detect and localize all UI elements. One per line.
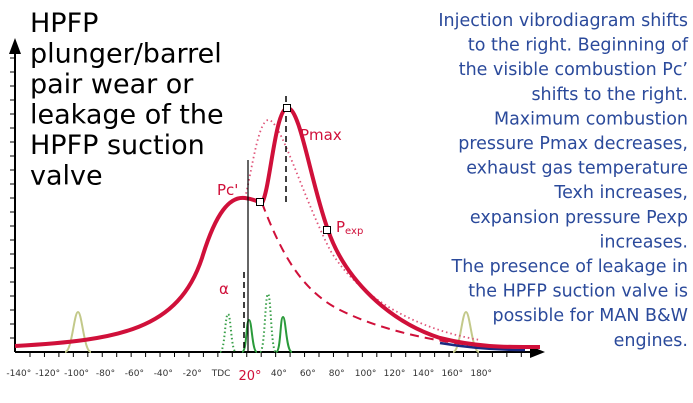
x-tick-marks xyxy=(29,352,522,357)
description-line: the HPFP suction valve is xyxy=(468,282,688,302)
x-tick-label: -140° xyxy=(6,369,31,379)
x-tick-label: 20° xyxy=(238,369,261,384)
x-tick-label: 140° xyxy=(413,369,435,379)
tail xyxy=(439,341,526,352)
vibro xyxy=(241,318,258,353)
curve-main xyxy=(14,106,541,350)
description-line: the visible combustion Pc’ xyxy=(459,60,688,80)
title-line: pair wear or xyxy=(30,69,194,100)
x-tick-labels: -140° -120° -100° -80° -60° -40° -20° TDC 20° 40°… xyxy=(6,369,492,384)
label-pc: Pc' xyxy=(217,181,238,199)
description-line: possible for MAN B&W xyxy=(492,306,688,326)
x-tick-label: -100° xyxy=(64,369,89,379)
x-tick-label: 80° xyxy=(329,369,345,379)
description-line: Texh increases, xyxy=(553,183,688,203)
description-line: increases. xyxy=(600,232,688,252)
x-tick-label: 100° xyxy=(355,369,377,379)
x-tick-label: TDC xyxy=(211,369,231,379)
description-line: shifts to the right. xyxy=(531,85,688,105)
x-tick-label: 60° xyxy=(300,369,316,379)
description: Injection vibrodiagram shifts to the righ… xyxy=(438,11,689,351)
x-tick-label: -20° xyxy=(183,369,202,379)
point-marker xyxy=(283,104,291,112)
label-pmax: Pmax xyxy=(300,126,342,144)
point-marker xyxy=(323,226,331,234)
description-line: Maximum combustion xyxy=(494,109,688,129)
vibro-old xyxy=(259,292,277,353)
vibro-old xyxy=(219,312,237,353)
title-line: plunger/barrel xyxy=(30,39,222,70)
title-line: HPFP xyxy=(30,8,98,39)
description-line: The presence of leakage in xyxy=(451,257,688,277)
label-pexp: Pexp xyxy=(336,218,363,237)
title-line: HPFP suction xyxy=(30,130,205,161)
x-tick-label: -60° xyxy=(125,369,144,379)
title-line: leakage of the xyxy=(30,100,224,131)
description-line: engines. xyxy=(614,331,688,351)
x-tick-label: 40° xyxy=(271,369,287,379)
description-line: to the right. Beginning of xyxy=(468,36,689,56)
y-arrow xyxy=(9,38,21,54)
x-tick-label: 120° xyxy=(384,369,406,379)
description-line: Injection vibrodiagram shifts xyxy=(438,11,688,31)
description-line: exhaust gas temperature xyxy=(466,159,688,179)
curve-compression xyxy=(261,202,471,346)
description-line: pressure Pmax decreases, xyxy=(458,134,688,154)
description-line: expansion pressure Pexp xyxy=(470,208,688,228)
point-marker xyxy=(256,198,264,206)
y-ticks xyxy=(10,57,15,339)
x-tick-label: 160° xyxy=(441,369,463,379)
title-line: valve xyxy=(30,161,103,192)
vibro xyxy=(275,315,293,353)
x-tick-label: 180° xyxy=(470,369,492,379)
label-alpha: α xyxy=(219,280,229,298)
x-tick-label: -40° xyxy=(154,369,173,379)
x-tick-label: -80° xyxy=(96,369,115,379)
bump xyxy=(64,310,92,353)
x-tick-label: -120° xyxy=(35,369,60,379)
